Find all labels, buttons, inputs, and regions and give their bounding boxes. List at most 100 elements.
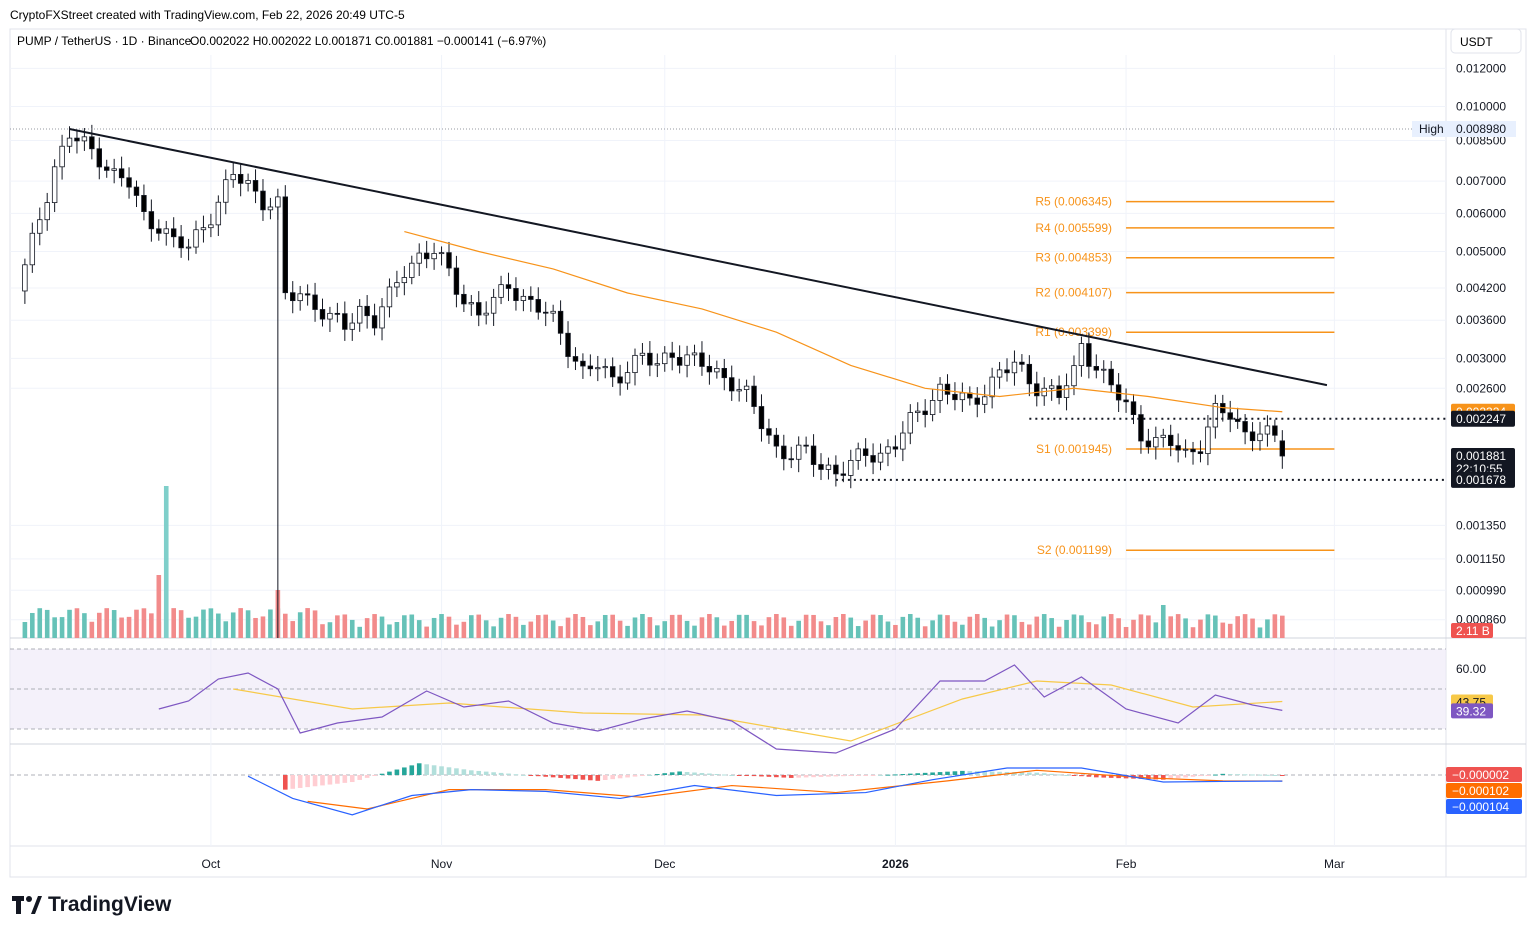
macd-histogram-bar xyxy=(1242,774,1248,776)
candle-body xyxy=(1205,426,1211,454)
macd-histogram-bar xyxy=(424,764,429,775)
macd-line xyxy=(247,767,1283,816)
volume-bar xyxy=(751,621,757,638)
macd-histogram-bar xyxy=(305,775,310,788)
candle-body xyxy=(490,296,497,314)
volume-bar xyxy=(37,608,43,638)
candle-body xyxy=(498,284,504,298)
candle-body xyxy=(1272,425,1278,436)
volume-bar xyxy=(759,625,764,638)
candle-body xyxy=(706,366,713,373)
candle-body xyxy=(446,252,452,269)
candle-body xyxy=(1071,365,1077,387)
candle-body xyxy=(513,288,519,301)
macd-histogram-bar xyxy=(922,772,928,775)
price-tag-label: 0.001881 xyxy=(1456,449,1506,463)
macd-histogram-bar xyxy=(655,774,660,776)
rsi-line xyxy=(158,664,1283,754)
macd-histogram-bar xyxy=(863,775,868,776)
volume-bar xyxy=(238,608,243,638)
price-tag-box xyxy=(1451,471,1515,488)
volume-bar xyxy=(550,620,556,638)
volume-bar xyxy=(647,617,653,638)
volume-spike-bar xyxy=(1160,605,1166,638)
candle-body xyxy=(959,392,966,401)
volume-bar xyxy=(416,620,422,638)
macd-histogram-bar xyxy=(1168,775,1174,779)
candle-body xyxy=(1279,440,1286,457)
macd-histogram-bar xyxy=(930,772,935,775)
volume-bar xyxy=(960,624,965,638)
candle-body xyxy=(862,448,869,456)
volume-bar xyxy=(907,614,913,638)
price-tag-label: 0.001678 xyxy=(1456,473,1506,487)
volume-bar xyxy=(59,617,65,638)
rsi-pane xyxy=(10,648,1446,754)
macd-histogram-bar xyxy=(1041,773,1047,775)
volume-bar xyxy=(729,620,735,638)
candle-body xyxy=(275,196,281,208)
macd-histogram-bar xyxy=(335,775,340,784)
macd-histogram-bar xyxy=(1071,775,1077,776)
price-tag-label: 0.002247 xyxy=(1456,412,1506,426)
candle-body xyxy=(825,464,832,470)
candle-body xyxy=(855,448,861,461)
volume-spike-bar xyxy=(163,486,169,638)
volume-bar xyxy=(744,614,749,638)
candle-body xyxy=(1175,445,1181,451)
macd-histogram-bar xyxy=(714,773,720,775)
volume-bar xyxy=(30,612,35,638)
candle-body xyxy=(431,253,437,260)
volume-bar xyxy=(134,609,139,638)
macd-tag-box xyxy=(1446,799,1522,814)
volume-bar xyxy=(111,610,117,638)
volume-bar xyxy=(1116,618,1121,638)
candle-body xyxy=(200,227,207,231)
macd-histogram-bar xyxy=(357,775,362,780)
candle-body xyxy=(885,446,891,454)
candle-body xyxy=(766,428,772,436)
macd-tag-label: −0.000104 xyxy=(1452,800,1509,814)
volume-bar xyxy=(305,608,310,638)
volume-bar xyxy=(610,614,615,638)
candle-body xyxy=(237,173,244,184)
volume-bar xyxy=(431,617,437,638)
volume-bar xyxy=(223,621,229,638)
candle-body xyxy=(37,219,43,234)
candle-body xyxy=(1130,401,1137,416)
candle-body xyxy=(736,389,742,392)
candle-body xyxy=(81,136,88,142)
macd-histogram-bar xyxy=(796,775,801,778)
volume-bar xyxy=(855,626,861,638)
volume-bar xyxy=(491,626,496,638)
candle-body xyxy=(401,277,408,284)
macd-histogram-bar xyxy=(416,763,422,775)
candle-body xyxy=(223,179,229,203)
y-tick-label: 0.007000 xyxy=(1456,174,1506,188)
pivot-label: S1 (0.001945) xyxy=(1036,442,1112,456)
volume-bar xyxy=(602,614,608,638)
candle-body xyxy=(803,444,809,447)
volume-bar xyxy=(201,609,206,638)
volume-bar xyxy=(558,626,563,638)
macd-histogram-bar xyxy=(1146,775,1151,780)
volume-bar xyxy=(312,610,318,638)
candle-body xyxy=(1227,412,1233,420)
candle-body xyxy=(647,352,653,366)
macd-tag-label: −0.000002 xyxy=(1452,768,1509,782)
candle-body xyxy=(170,228,177,238)
volume-bar xyxy=(461,621,467,638)
volume-bar xyxy=(625,625,630,638)
volume-bar xyxy=(1235,616,1240,638)
candle-body xyxy=(133,186,140,196)
macd-histogram-bar xyxy=(602,775,608,781)
currency-button[interactable]: USDT xyxy=(1450,28,1522,54)
volume-bar xyxy=(632,617,638,638)
candle-body xyxy=(1101,368,1107,371)
volume-bar xyxy=(454,624,459,638)
macd-histogram-bar xyxy=(372,775,377,776)
volume-bar xyxy=(766,617,772,638)
volume-bar xyxy=(573,614,578,638)
high-marker-box xyxy=(1412,121,1516,137)
